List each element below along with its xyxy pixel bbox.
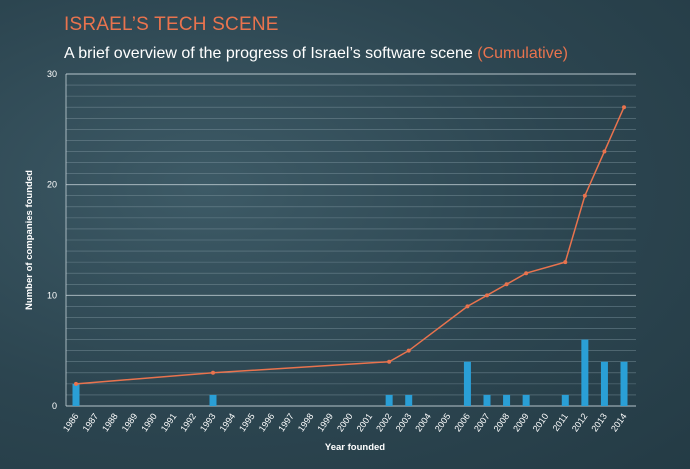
- y-tick-label: 30: [47, 69, 57, 79]
- y-tick-label: 20: [47, 180, 57, 190]
- y-axis-ticks: 0 10 20 30: [47, 69, 57, 411]
- y-axis-label: Number of companies founded: [24, 170, 35, 310]
- x-axis-label: Year founded: [325, 442, 385, 453]
- x-tick-label: 2000: [335, 411, 355, 433]
- line-point-1993: [211, 370, 215, 375]
- line-point-2003: [406, 348, 411, 353]
- bar-2011: [561, 394, 569, 406]
- x-tick-label: 2011: [551, 411, 570, 433]
- x-tick-label: 1988: [100, 411, 120, 433]
- x-tick-label: 1999: [315, 411, 335, 433]
- y-tick-label: 0: [52, 401, 57, 411]
- x-tick-label: 1991: [159, 411, 179, 433]
- line-point-2009: [524, 271, 529, 276]
- line-point-1986: [74, 381, 78, 386]
- x-tick-label: 1998: [296, 411, 316, 433]
- gridlines: [65, 73, 636, 407]
- line-point-2014: [622, 105, 626, 110]
- x-axis-ticks: 1986 1987 1988 1989 1990 1991 1992 1993 1994 1995…: [61, 411, 629, 433]
- line-point-2012: [582, 193, 587, 198]
- x-tick-label: 1993: [198, 411, 218, 433]
- x-tick-label: 2004: [413, 411, 433, 433]
- line-point-2006: [465, 304, 470, 309]
- x-tick-label: 2009: [511, 411, 531, 433]
- line-point-2007: [485, 293, 489, 298]
- chart-subtitle: A brief overview of the progress of Isra…: [64, 45, 568, 63]
- subtitle-main: A brief overview of the progress of Isra…: [64, 45, 473, 62]
- x-tick-label: 2012: [570, 411, 590, 433]
- bar-1993: [209, 394, 217, 406]
- bar-2012: [581, 339, 589, 406]
- line-point-2013: [602, 149, 607, 154]
- bar-2002: [385, 394, 393, 406]
- cumulative-line: [74, 105, 626, 386]
- x-tick-label: 2002: [374, 411, 394, 433]
- bar-2003: [405, 394, 413, 406]
- x-tick-label: 1994: [218, 411, 238, 433]
- x-tick-label: 2001: [355, 411, 375, 433]
- x-tick-label: 1989: [120, 411, 140, 433]
- bar-2007: [483, 394, 491, 406]
- bars: [72, 339, 628, 406]
- x-tick-label: 2006: [452, 411, 472, 433]
- x-tick-label: 1997: [276, 411, 296, 433]
- x-tick-label: 1996: [257, 411, 277, 433]
- x-tick-label: 2008: [492, 411, 512, 433]
- x-tick-label: 2014: [609, 411, 629, 433]
- x-tick-label: 1995: [237, 411, 257, 433]
- x-tick-label: 1986: [61, 411, 81, 433]
- y-tick-label: 10: [47, 290, 57, 300]
- cumulative-line-path: [75, 106, 625, 385]
- bar-2009: [522, 394, 530, 406]
- x-tick-label: 1987: [81, 411, 101, 433]
- x-tick-label: 2013: [589, 411, 609, 433]
- line-point-2011: [563, 260, 568, 265]
- x-tick-label: 1992: [178, 411, 198, 433]
- line-point-2002: [387, 359, 392, 364]
- bar-2013: [600, 361, 608, 406]
- x-tick-label: 1990: [139, 411, 159, 433]
- line-point-2008: [504, 282, 509, 287]
- bar-2006: [463, 361, 471, 406]
- chart-title: ISRAEL’S TECH SCENE: [64, 14, 279, 35]
- x-tick-label: 2003: [394, 411, 414, 433]
- bar-1986: [72, 383, 80, 406]
- x-tick-label: 2010: [531, 411, 551, 433]
- subtitle-highlight: (Cumulative): [477, 45, 568, 62]
- bar-2014: [620, 361, 628, 406]
- x-tick-label: 2007: [472, 411, 492, 433]
- bar-2008: [503, 394, 511, 406]
- x-tick-label: 2005: [433, 411, 453, 433]
